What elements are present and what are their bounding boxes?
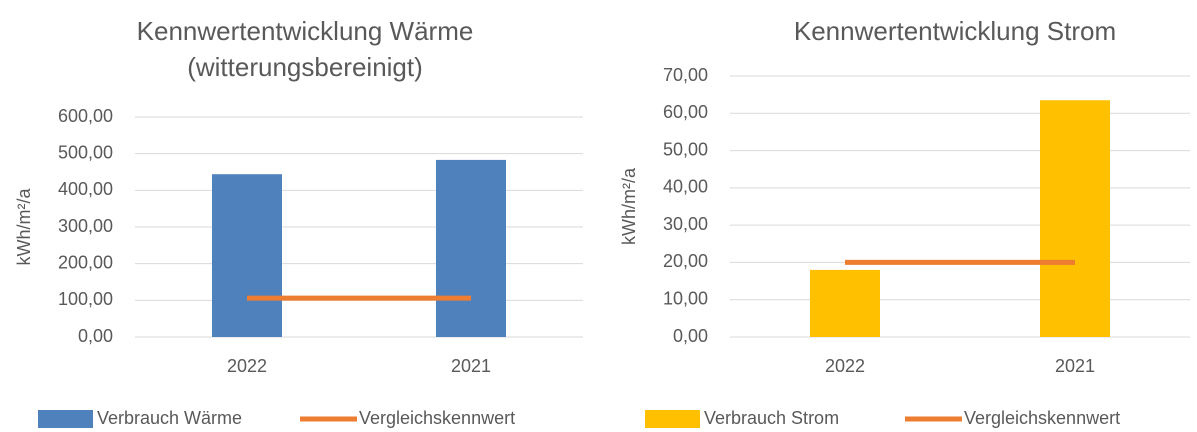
legend-label: Verbrauch Wärme — [97, 408, 242, 428]
bar — [810, 269, 880, 337]
y-tick-label: 400,00 — [58, 179, 113, 199]
y-tick-label: 0,00 — [673, 326, 708, 346]
y-tick-label: 600,00 — [58, 106, 113, 126]
y-axis-label: kWh/m²/a — [619, 167, 639, 245]
legend-label: Vergleichskennwert — [359, 408, 515, 428]
x-tick-label: 2021 — [451, 356, 491, 376]
x-tick-label: 2021 — [1055, 356, 1095, 376]
legend-label: Verbrauch Strom — [704, 408, 839, 428]
y-tick-label: 200,00 — [58, 252, 113, 272]
y-tick-label: 30,00 — [663, 214, 708, 234]
legend-swatch — [645, 410, 700, 428]
legend-label: Vergleichskennwert — [964, 408, 1120, 428]
chart-title: (witterungsbereinigt) — [187, 52, 423, 82]
bar — [212, 174, 282, 337]
y-tick-label: 0,00 — [78, 326, 113, 346]
y-tick-label: 10,00 — [663, 288, 708, 308]
y-tick-label: 20,00 — [663, 251, 708, 271]
y-axis-label: kWh/m²/a — [14, 188, 34, 266]
chart-title: Kennwertentwicklung Strom — [794, 16, 1116, 46]
y-tick-label: 100,00 — [58, 289, 113, 309]
y-tick-label: 60,00 — [663, 102, 708, 122]
y-tick-label: 40,00 — [663, 177, 708, 197]
x-tick-label: 2022 — [227, 356, 267, 376]
y-tick-label: 300,00 — [58, 216, 113, 236]
x-tick-label: 2022 — [825, 356, 865, 376]
bar — [436, 159, 506, 337]
bar — [1040, 100, 1110, 337]
y-tick-label: 70,00 — [663, 65, 708, 85]
chart-title: Kennwertentwicklung Wärme — [137, 16, 474, 46]
legend-swatch — [38, 410, 93, 428]
y-tick-label: 50,00 — [663, 139, 708, 159]
y-tick-label: 500,00 — [58, 142, 113, 162]
